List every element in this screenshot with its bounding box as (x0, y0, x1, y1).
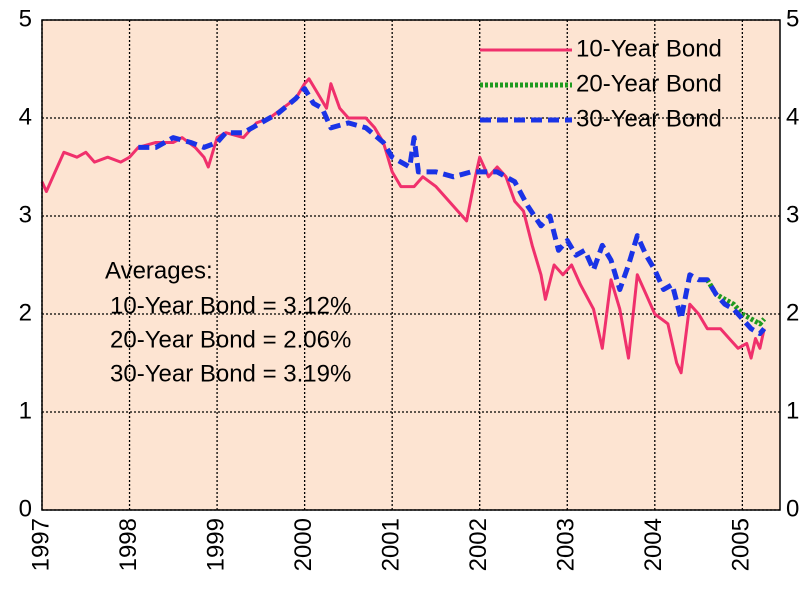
x-tick-label: 2002 (465, 518, 492, 571)
annotation: Averages: (105, 257, 213, 284)
y2-tick-label: 0 (786, 495, 799, 522)
y2-tick-label: 5 (786, 5, 799, 32)
x-tick-label: 2005 (728, 518, 755, 571)
annotation: 30-Year Bond = 3.19% (110, 360, 351, 387)
y-tick-label: 0 (19, 495, 32, 522)
y-tick-label: 1 (19, 397, 32, 424)
x-tick-label: 1999 (202, 518, 229, 571)
x-tick-label: 1998 (115, 518, 142, 571)
y-tick-label: 2 (19, 299, 32, 326)
x-tick-label: 2003 (553, 518, 580, 571)
y2-tick-label: 2 (786, 299, 799, 326)
series-line (138, 86, 767, 337)
y-tick-label: 5 (19, 5, 32, 32)
y2-tick-label: 4 (786, 103, 799, 130)
x-tick-label: 2004 (640, 518, 667, 571)
legend-label: 10-Year Bond (576, 35, 722, 62)
plot-border (41, 19, 781, 511)
annotation: 20-Year Bond = 2.06% (110, 326, 351, 353)
y-tick-label: 3 (19, 201, 32, 228)
annotation: 10-Year Bond = 3.12% (110, 292, 351, 319)
legend-label: 30-Year Bond (576, 105, 722, 132)
legend-label: 20-Year Bond (576, 70, 722, 97)
x-tick-label: 2000 (290, 518, 317, 571)
x-tick-label: 1997 (27, 518, 54, 571)
y2-tick-label: 1 (786, 397, 799, 424)
y2-tick-label: 3 (786, 201, 799, 228)
x-tick-label: 2001 (378, 518, 405, 571)
y-tick-label: 4 (19, 103, 32, 130)
plot-area (42, 20, 780, 510)
